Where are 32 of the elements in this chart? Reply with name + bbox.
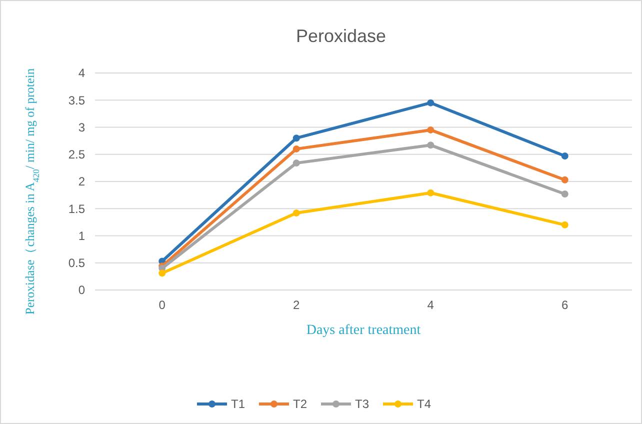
y-tick-label: 2.5: [68, 148, 86, 162]
point: [292, 145, 300, 152]
legend-label: T2: [293, 397, 308, 412]
point: [427, 99, 434, 106]
x-axis-title: Days after treatment: [306, 323, 421, 338]
point: [427, 126, 434, 134]
y-tick-label: 0.5: [68, 256, 86, 270]
point: [561, 176, 568, 184]
y-tick-label: 0: [78, 283, 86, 298]
chart-title: Peroxidase: [296, 26, 386, 46]
point: [292, 160, 300, 167]
point: [292, 209, 300, 216]
x-tick-label: 4: [427, 298, 434, 312]
y-tick-label: 2: [78, 174, 86, 189]
x-tick-label: 6: [562, 298, 569, 312]
legend-label: T1: [231, 397, 246, 412]
y-tick-label: 1: [78, 228, 86, 243]
y-tick-label: 3: [78, 120, 86, 134]
legend-label: T4: [417, 397, 432, 412]
point: [427, 142, 434, 149]
point: [292, 134, 300, 142]
y-tick-label: 3.5: [68, 93, 86, 108]
point: [561, 221, 568, 228]
point: [158, 270, 166, 277]
y-tick-label: 4: [78, 66, 86, 80]
legend-label: T3: [355, 397, 370, 412]
x-tick-label: 0: [158, 298, 166, 312]
y-tick-label: 1.5: [68, 202, 86, 216]
x-tick-label: 2: [293, 298, 300, 312]
point: [427, 189, 434, 196]
point: [561, 190, 568, 198]
point: [561, 152, 568, 160]
